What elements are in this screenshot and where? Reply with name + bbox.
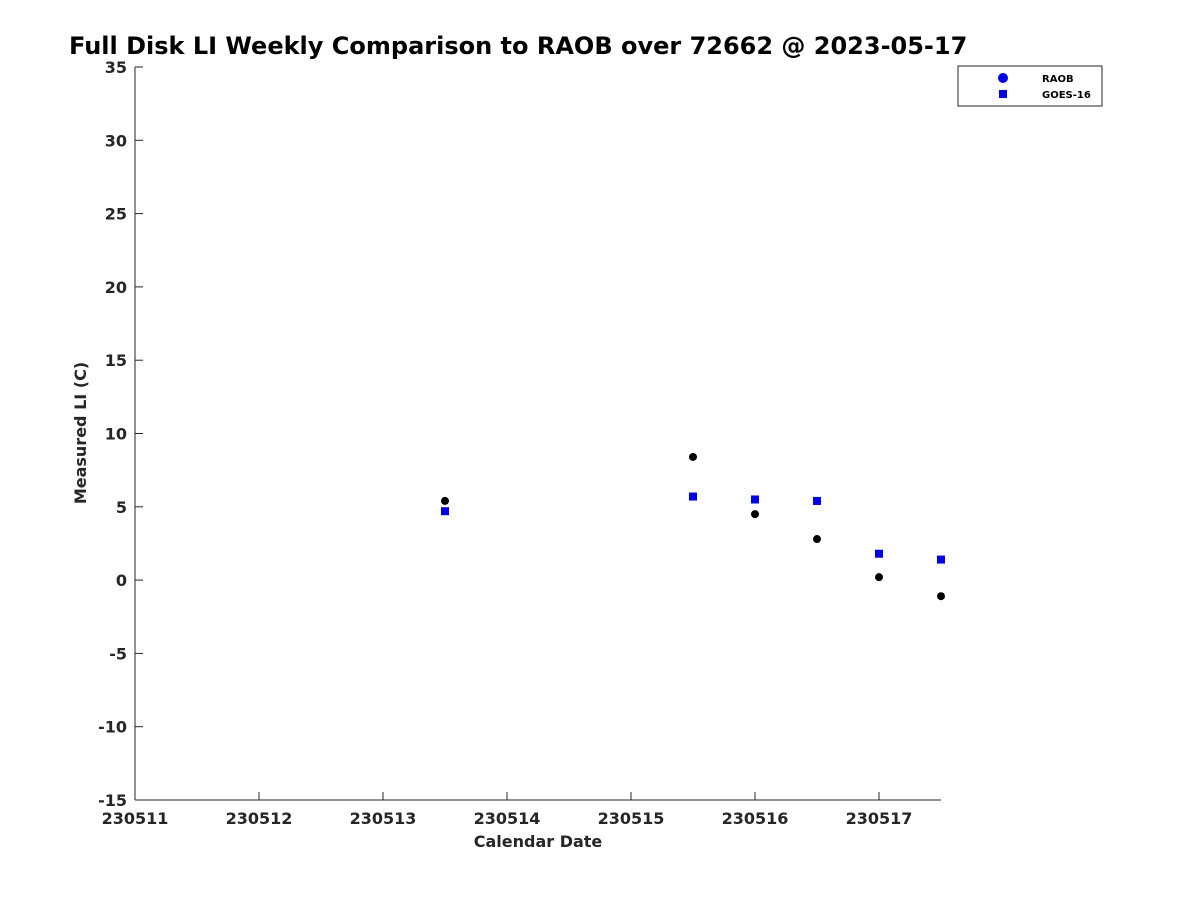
raob-point (441, 496, 449, 505)
y-tick-label: 15 (105, 351, 127, 370)
legend-box (957, 65, 1103, 107)
y-tick-label: 25 (105, 205, 127, 224)
x-tick-label: 230516 (722, 809, 789, 828)
x-tick-label: 230515 (598, 809, 665, 828)
y-tick-label: 30 (105, 131, 127, 150)
legend-label: GOES-16 (1042, 90, 1091, 101)
x-tick-label: 230511 (102, 809, 169, 828)
x-tick-label: 230512 (226, 809, 293, 828)
x-axis-label: Calendar Date (474, 832, 603, 851)
y-tick-label: 35 (105, 58, 127, 77)
x-tick-label: 230517 (846, 809, 913, 828)
y-tick-label: -10 (98, 718, 127, 737)
goes-16-point (875, 549, 883, 558)
x-tick-label: 230513 (350, 809, 417, 828)
y-tick-label: -15 (98, 791, 127, 810)
y-tick-label: 20 (105, 278, 127, 297)
legend-marker-square (999, 90, 1007, 98)
chart-title: Full Disk LI Weekly Comparison to RAOB o… (69, 32, 967, 60)
raob-point (813, 535, 821, 544)
goes-16-point (689, 492, 697, 501)
y-tick-label: 10 (105, 425, 127, 444)
raob-point (875, 573, 883, 582)
legend-marker-circle (998, 73, 1008, 83)
y-axis-label: Measured LI (C) (71, 362, 90, 504)
legend: RAOB GOES-16 (957, 65, 1103, 107)
x-tick-label: 230514 (474, 809, 541, 828)
raob-point (751, 510, 759, 519)
goes-16-point (751, 495, 759, 504)
goes-16-point (937, 555, 945, 564)
legend-label: RAOB (1042, 74, 1074, 85)
goes-16-point (441, 507, 449, 516)
y-tick-label: 0 (116, 571, 127, 590)
y-tick-label: 5 (116, 498, 127, 517)
y-tick-label: -5 (109, 644, 127, 663)
goes-16-point (813, 496, 821, 505)
raob-point (937, 592, 945, 601)
raob-point (689, 452, 697, 461)
